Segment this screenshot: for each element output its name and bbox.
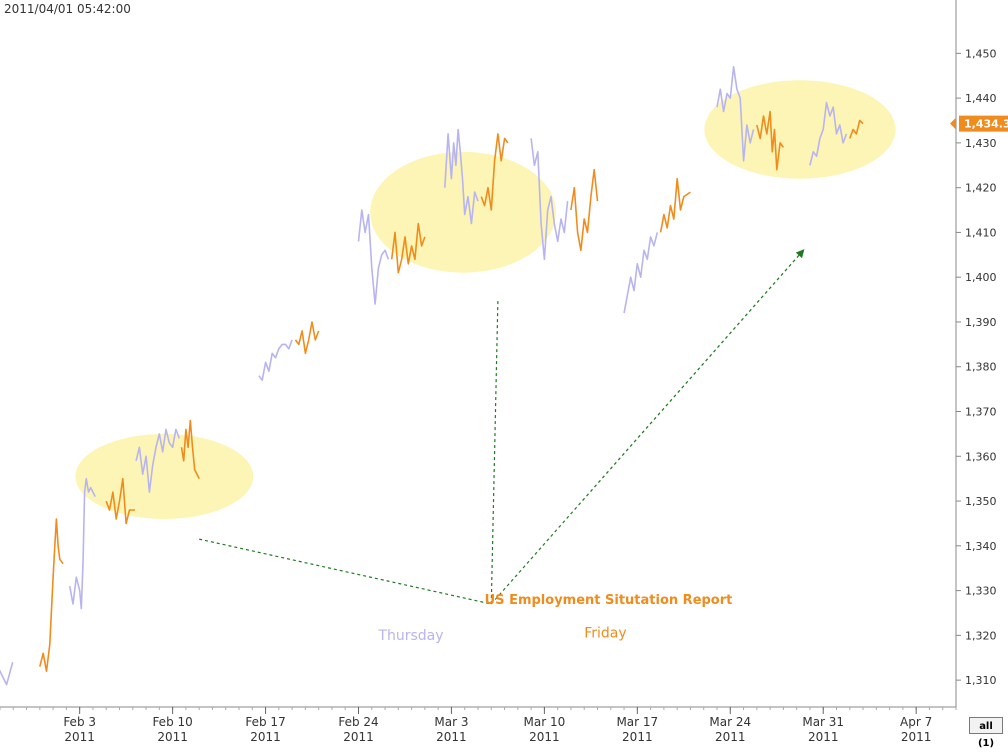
x-tick-label: Mar 3: [434, 715, 468, 729]
friday-series-line: [756, 110, 785, 171]
y-tick-label: 1,370: [965, 406, 997, 419]
y-tick-label: 1,340: [965, 540, 997, 553]
thursday-series-line: [68, 477, 96, 610]
y-tick-label: 1,440: [965, 92, 997, 105]
friday-series-line: [39, 518, 64, 673]
x-tick-label: Mar 24: [709, 715, 751, 729]
x-tick-year-label: 2011: [901, 730, 932, 744]
x-tick-label: Mar 17: [616, 715, 658, 729]
thursday-series-line: [809, 101, 848, 166]
highlight-ellipse: [75, 433, 254, 519]
friday-series-line: [849, 119, 864, 139]
friday-series-line: [659, 177, 691, 233]
x-tick-year-label: 2011: [250, 730, 281, 744]
y-tick-label: 1,430: [965, 137, 997, 150]
friday-series-line: [390, 222, 426, 274]
chart-timestamp: 2011/04/01 05:42:00: [4, 2, 131, 16]
annotation-label: US Employment Situtation Report: [485, 593, 733, 608]
y-tick-label: 1,380: [965, 361, 997, 374]
price-series: [0, 66, 864, 686]
x-tick-year-label: 2011: [157, 730, 188, 744]
thursday-series-line: [135, 428, 181, 493]
x-tick-year-label: 2011: [808, 730, 839, 744]
trend-line: [490, 299, 499, 605]
trend-lines: [199, 249, 805, 605]
friday-series-line: [105, 477, 135, 525]
friday-series-line: [480, 133, 509, 211]
highlight-ellipse: [704, 80, 896, 179]
highlight-ellipse: [370, 151, 557, 273]
y-tick-label: 1,320: [965, 629, 997, 642]
x-tick-year-label: 2011: [343, 730, 374, 744]
x-tick-year-label: 2011: [529, 730, 560, 744]
range-all-button[interactable]: all (1): [969, 717, 1003, 749]
trend-line: [199, 538, 492, 605]
last-price-arrow: [950, 117, 956, 130]
annotation-label: Thursday: [377, 628, 443, 644]
y-tick-label: 1,410: [965, 226, 997, 239]
thursday-series-line: [716, 66, 755, 162]
friday-series-line: [294, 321, 320, 355]
x-tick-label: Feb 17: [245, 715, 285, 729]
annotations: US Employment Situtation Report Thursday F…: [377, 593, 732, 644]
x-tick-label: Mar 10: [524, 715, 566, 729]
thursday-series-line: [444, 128, 479, 225]
y-tick-label: 1,390: [965, 316, 997, 329]
x-tick-label: Mar 31: [802, 715, 844, 729]
y-tick-label: 1,420: [965, 182, 997, 195]
thursday-series-line: [623, 232, 659, 314]
x-tick-year-label: 2011: [622, 730, 653, 744]
y-tick-label: 1,330: [965, 585, 997, 598]
x-tick-label: Apr 7: [900, 715, 932, 729]
last-price-label: 1,434.3: [964, 118, 1008, 131]
x-tick-label: Feb 10: [152, 715, 192, 729]
x-tick-label: Feb 3: [63, 715, 96, 729]
friday-series-line: [570, 168, 599, 252]
x-tick-year-label: 2011: [436, 730, 467, 744]
trend-arrow: [490, 249, 805, 605]
last-price-marker: [959, 115, 1008, 132]
x-tick-label: Feb 24: [338, 715, 378, 729]
x-tick-year-label: 2011: [715, 730, 746, 744]
thursday-series-line: [0, 661, 14, 686]
y-tick-label: 1,310: [965, 674, 997, 687]
thursday-series-line: [357, 209, 390, 305]
y-tick-label: 1,360: [965, 450, 997, 463]
thursday-series-line: [530, 138, 569, 261]
y-tick-label: 1,400: [965, 271, 997, 284]
thursday-series-line: [258, 339, 293, 382]
x-tick-year-label: 2011: [64, 730, 95, 744]
y-tick-label: 1,450: [965, 47, 997, 60]
annotation-label: Friday: [584, 626, 626, 642]
y-tick-label: 1,350: [965, 495, 997, 508]
friday-series-line: [180, 419, 200, 480]
